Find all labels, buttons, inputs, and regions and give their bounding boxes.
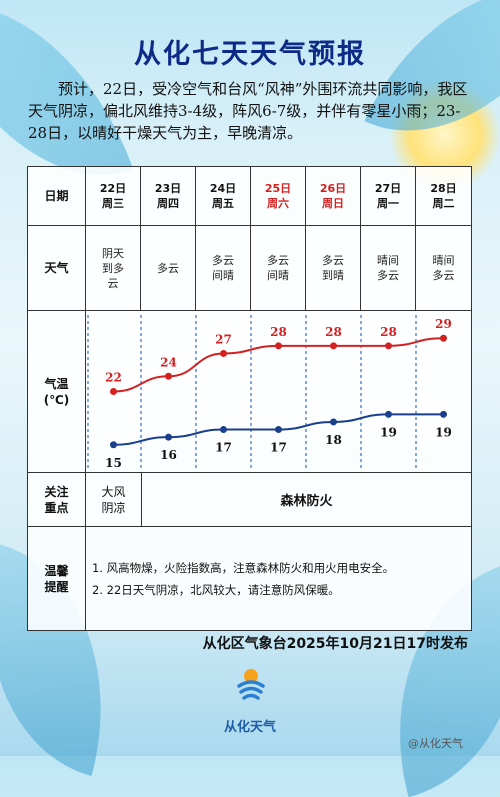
low-temp-point [275,426,282,434]
date-text: 22日 [99,182,127,195]
weather-text: 阴天 [102,246,124,260]
weather-logo-icon [237,669,265,700]
date-text: 24日 [209,182,237,195]
date-row: 日期 22日 周三 23日 周四 24日 周五 25日 周六 26日 周日 27日 周一 28日 周二 [28,167,471,226]
weather-text: 多云 [267,254,289,267]
low-temp-point [220,426,227,434]
date-text: 26日 [319,182,347,195]
date-cell: 24日周五 [196,167,251,225]
date-cell: 27日周一 [361,167,416,225]
watermark: @从化天气 [408,737,463,750]
high-temp-point [385,342,392,350]
low-temp-label: 17 [270,441,287,455]
weather-cell: 多云 到晴 [306,226,361,310]
low-temp-point [330,418,337,426]
weather-cell: 晴间 多云 [416,226,471,310]
low-temp-point [110,441,117,449]
temperature-chart: 22 24 27 28 28 28 29 15 16 17 17 18 19 19 [86,311,471,472]
tips-row: 温馨 提醒 1. 风高物燥，火险指数高，注意森林防火和用火用电安全。 2. 22日… [28,527,471,630]
weather-text: 多云 [322,254,344,267]
focus-first-day: 大风 阴凉 [86,473,142,526]
weather-label: 天气 [28,226,86,310]
weather-cell: 多云 [141,226,196,310]
high-temp-point [165,372,172,380]
weekday-text: 周一 [377,197,399,210]
temperature-chart-svg: 22 24 27 28 28 28 29 15 16 17 17 18 19 19 [87,315,452,470]
weekday-text: 周五 [212,197,234,210]
weather-text: 间晴 [212,269,234,282]
high-temp-point [330,342,337,350]
tip-item-1: 1. 风高物燥，火险指数高，注意森林防火和用火用电安全。 [92,560,395,575]
weather-cell: 多云 间晴 [251,226,306,310]
date-cell: 26日周日 [306,167,361,225]
weather-text: 到晴 [322,269,344,282]
weather-text: 多云 [377,269,399,282]
weather-row: 天气 阴天 到多云多云 多云 间晴 多云 间晴 多云 到晴 晴间 多云 晴间 多云 [28,226,471,311]
low-temp-label: 19 [435,425,452,439]
date-text: 27日 [374,182,402,195]
weekday-text: 周四 [157,197,179,210]
date-text: 28日 [430,182,457,195]
low-temp-label: 16 [160,448,177,462]
date-cell: 28日周二 [416,167,471,225]
low-temp-label: 19 [380,425,397,439]
high-temp-label: 29 [435,317,452,331]
weekday-text: 周二 [432,197,455,210]
weekday-text: 周六 [267,197,289,210]
high-temp-label: 27 [215,332,232,346]
weather-text: 多云 [432,269,455,282]
high-temp-point [275,342,282,350]
high-temp-label: 28 [325,325,342,339]
weather-text: 到多 [102,261,124,275]
weather-text: 多云 [157,261,179,275]
high-temp-label: 28 [270,325,287,339]
high-temp-label: 24 [160,355,177,369]
weather-text: 间晴 [267,269,289,282]
publish-info: 从化区气象台2025年10月21日17时发布 [202,636,468,652]
temperature-label: 气温 (℃) [28,311,86,472]
weekday-text: 周日 [322,197,344,210]
tips-content: 1. 风高物燥，火险指数高，注意森林防火和用火用电安全。 2. 22日天气阴凉，… [86,527,471,630]
page-title: 从化七天天气预报 [134,39,366,70]
weather-cell: 阴天 到多云 [86,226,141,310]
weather-text: 云 [107,276,119,290]
focus-label: 关注 重点 [28,473,86,526]
tip-item-2: 2. 22日天气阴凉，北风较大，请注意防风保暖。 [92,582,340,597]
low-temp-point [165,433,172,441]
low-temp-label: 15 [105,456,122,470]
forecast-table: 日期 22日 周三 23日 周四 24日 周五 25日 周六 26日 周日 27日 周一 28日 周二 天… [27,166,472,631]
date-label: 日期 [28,167,86,225]
date-cell: 22日周三 [86,167,141,225]
weather-text: 晴间 [377,254,399,267]
high-temp-label: 28 [380,325,397,339]
high-temp-point [440,334,447,342]
high-temp-point [220,349,227,357]
logo-text: 从化天气 [223,720,276,735]
date-text: 25日 [264,182,292,195]
high-temp-point [110,388,117,395]
low-temp-label: 17 [215,441,232,455]
low-temp-label: 18 [325,433,342,447]
focus-rest-days: 森林防火 [280,494,333,509]
date-cell: 25日周六 [251,167,306,225]
weather-text: 多云 [212,254,234,267]
high-temp-label: 22 [105,371,122,385]
date-cell: 23日周四 [141,167,196,225]
tips-label: 温馨 提醒 [28,527,86,630]
focus-row: 关注 重点 大风 阴凉 森林防火 [28,473,471,527]
weekday-text: 周三 [102,197,124,210]
low-temp-point [385,410,392,418]
weather-text: 晴间 [432,254,455,267]
weather-cell: 多云 间晴 [196,226,251,310]
low-temp-point [440,410,447,418]
date-text: 23日 [154,182,182,195]
temperature-row: 气温 (℃) 22 24 27 28 28 28 29 15 16 17 17 18 19 19 [28,311,471,473]
weather-cell: 晴间 多云 [361,226,416,310]
forecast-intro: 预计，22日，受冷空气和台风“风神”外围环流共同影响，我区天气阴凉，偏北风维持3… [28,80,468,142]
